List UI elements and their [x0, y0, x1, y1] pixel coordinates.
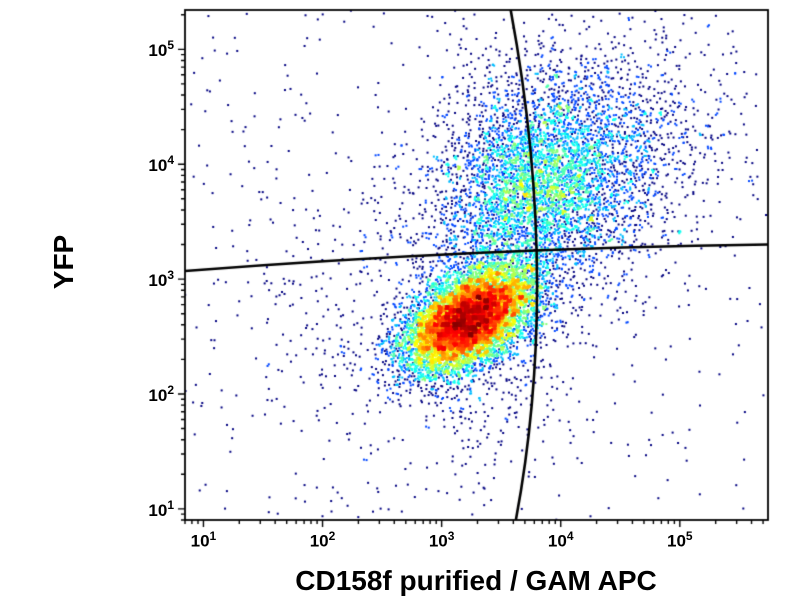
y-axis-title: YFP	[48, 234, 79, 290]
x-axis-title: CD158f purified / GAM APC	[295, 565, 657, 596]
